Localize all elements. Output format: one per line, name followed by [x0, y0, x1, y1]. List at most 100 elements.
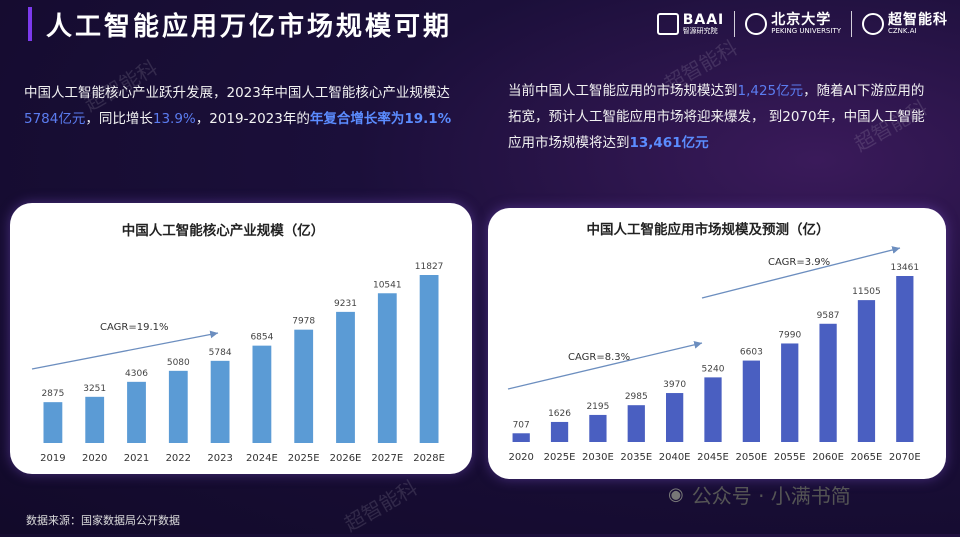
bar-value-label: 13461 [890, 263, 919, 273]
cznk-head-icon [862, 13, 884, 35]
x-tick-label: 2070E [889, 452, 921, 463]
bar-value-label: 7990 [778, 330, 801, 340]
bar [252, 345, 272, 443]
cagr-annotation: CAGR=8.3% [568, 352, 630, 363]
intro-left-value-size: 5784亿元 [24, 111, 86, 127]
bar [781, 343, 799, 442]
bar [43, 402, 63, 443]
chart-title: 中国人工智能核心产业规模（亿） [122, 222, 325, 239]
bar-value-label: 10541 [373, 280, 402, 290]
bar [127, 381, 146, 443]
bar [666, 393, 684, 442]
x-tick-label: 2023 [207, 453, 232, 464]
x-tick-label: 2020 [82, 453, 107, 464]
x-tick-label: 2021 [124, 453, 149, 464]
x-tick-label: 2026E [330, 453, 362, 464]
bar [85, 396, 105, 443]
bar [589, 414, 607, 442]
intro-right-paragraph: 当前中国人工智能应用的市场规模达到1,425亿元，随着AI下游应用的拓宽，预计人… [508, 78, 928, 156]
wechat-icon: ◉ [668, 484, 684, 505]
intro-left-text-2: ，同比增长 [85, 111, 153, 127]
intro-left-paragraph: 中国人工智能核心产业跃升发展，2023年中国人工智能核心产业规模达5784亿元，… [24, 80, 464, 132]
bar [627, 405, 645, 442]
cagr-annotation: CAGR=19.1% [100, 322, 169, 333]
bar [168, 370, 188, 443]
bar [704, 377, 722, 442]
bar [294, 329, 314, 443]
bar-value-label: 2195 [586, 402, 609, 412]
bar [742, 360, 760, 442]
x-tick-label: 2045E [697, 452, 729, 463]
page-title: 人工智能应用万亿市场规模可期 [46, 11, 453, 42]
bar-value-label: 2985 [625, 392, 648, 402]
chart-card-application-market: 中国人工智能应用市场规模及预测（亿） 707 2020 1626 2025E 2195 20… [488, 208, 946, 479]
chart-card-core-industry: 中国人工智能核心产业规模（亿） 2875 2019 3251 2020 4306 2021 5… [10, 203, 472, 474]
cagr-trend-arrow [507, 341, 703, 390]
x-tick-label: 2065E [851, 452, 883, 463]
bar-value-label: 6603 [740, 348, 763, 358]
bar [857, 300, 876, 442]
bar [210, 360, 230, 443]
logo-divider [851, 11, 852, 37]
bar-value-label: 3970 [663, 380, 686, 390]
baai-cube-icon [656, 13, 679, 35]
cagr-trend-arrow [31, 330, 219, 370]
pku-logo-sub: PEKING UNIVERSITY [771, 26, 841, 35]
x-tick-label: 2025E [544, 452, 576, 463]
bar-value-label: 11827 [415, 262, 444, 272]
intro-right-value-current: 1,425亿元 [737, 83, 804, 99]
watermark-text: 超智能科 [340, 475, 422, 537]
bar-value-label: 707 [513, 420, 530, 430]
bar-value-label: 5240 [702, 364, 725, 374]
bar-value-label: 7978 [292, 317, 315, 327]
data-source-note: 数据来源：国家数据局公开数据 [26, 514, 180, 527]
baai-logo-main: BAAI [682, 11, 725, 28]
intro-left-value-cagr: 年复合增长率为19.1% [309, 111, 452, 127]
baai-logo-sub: 智源研究院 [682, 26, 718, 35]
application-market-bar-chart: 中国人工智能应用市场规模及预测（亿） 707 2020 1626 2025E 2195 20… [507, 221, 921, 463]
x-tick-label: 2028E [413, 453, 445, 464]
core-industry-bar-chart: 中国人工智能核心产业规模（亿） 2875 2019 3251 2020 4306 2021 5… [31, 222, 445, 464]
bar [377, 293, 397, 443]
wechat-label: 公众号 · 小满书简 [691, 484, 851, 508]
bar [336, 311, 355, 443]
bar [419, 275, 439, 443]
wechat-watermark: ◉ 公众号 · 小满书简 [668, 480, 851, 509]
bar-value-label: 1626 [548, 409, 571, 419]
bar-value-label: 9587 [817, 311, 840, 321]
pku-logo: 北京大学 PEKING UNIVERSITY [745, 13, 841, 36]
chart-title: 中国人工智能应用市场规模及预测（亿） [587, 221, 830, 238]
cagr-trend-arrow [701, 246, 901, 299]
cznk-logo: 超智能科 CZNK.AI [862, 13, 948, 36]
x-tick-label: 2019 [40, 453, 65, 464]
bar-value-label: 2875 [41, 389, 64, 399]
bar [819, 323, 837, 442]
intro-left-value-growth: 13.9% [152, 111, 196, 127]
x-tick-label: 2030E [582, 452, 614, 463]
x-tick-label: 2060E [812, 452, 844, 463]
pku-logo-main: 北京大学 [771, 11, 832, 28]
bar [896, 276, 914, 442]
bar-value-label: 3251 [83, 384, 106, 394]
bar-value-label: 5784 [209, 348, 232, 358]
bar-value-label: 6854 [250, 333, 273, 343]
intro-right-text-1: 当前中国人工智能应用的市场规模达到 [508, 83, 738, 99]
bar-value-label: 4306 [125, 369, 148, 379]
pku-seal-icon [745, 13, 768, 35]
x-tick-label: 2020 [508, 452, 533, 463]
x-tick-label: 2055E [774, 452, 806, 463]
intro-left-text-3: ，2019-2023年的 [195, 111, 310, 127]
cagr-annotation: CAGR=3.9% [768, 257, 830, 268]
x-tick-label: 2024E [246, 453, 278, 464]
x-tick-label: 2040E [659, 452, 691, 463]
cznk-logo-main: 超智能科 [888, 11, 948, 28]
logo-divider [734, 11, 736, 37]
title-accent [28, 7, 32, 41]
intro-right-text-2: ，随着AI下游应用的拓宽，预计人工智能应用市场将迎来爆发， 到2070年，中国人… [508, 83, 925, 151]
bar [512, 433, 530, 442]
x-tick-label: 2035E [620, 452, 652, 463]
bar-value-label: 9231 [334, 299, 357, 309]
x-tick-label: 2022 [166, 453, 191, 464]
intro-left-text-1: 中国人工智能核心产业跃升发展，2023年中国人工智能核心产业规模达 [24, 85, 450, 101]
